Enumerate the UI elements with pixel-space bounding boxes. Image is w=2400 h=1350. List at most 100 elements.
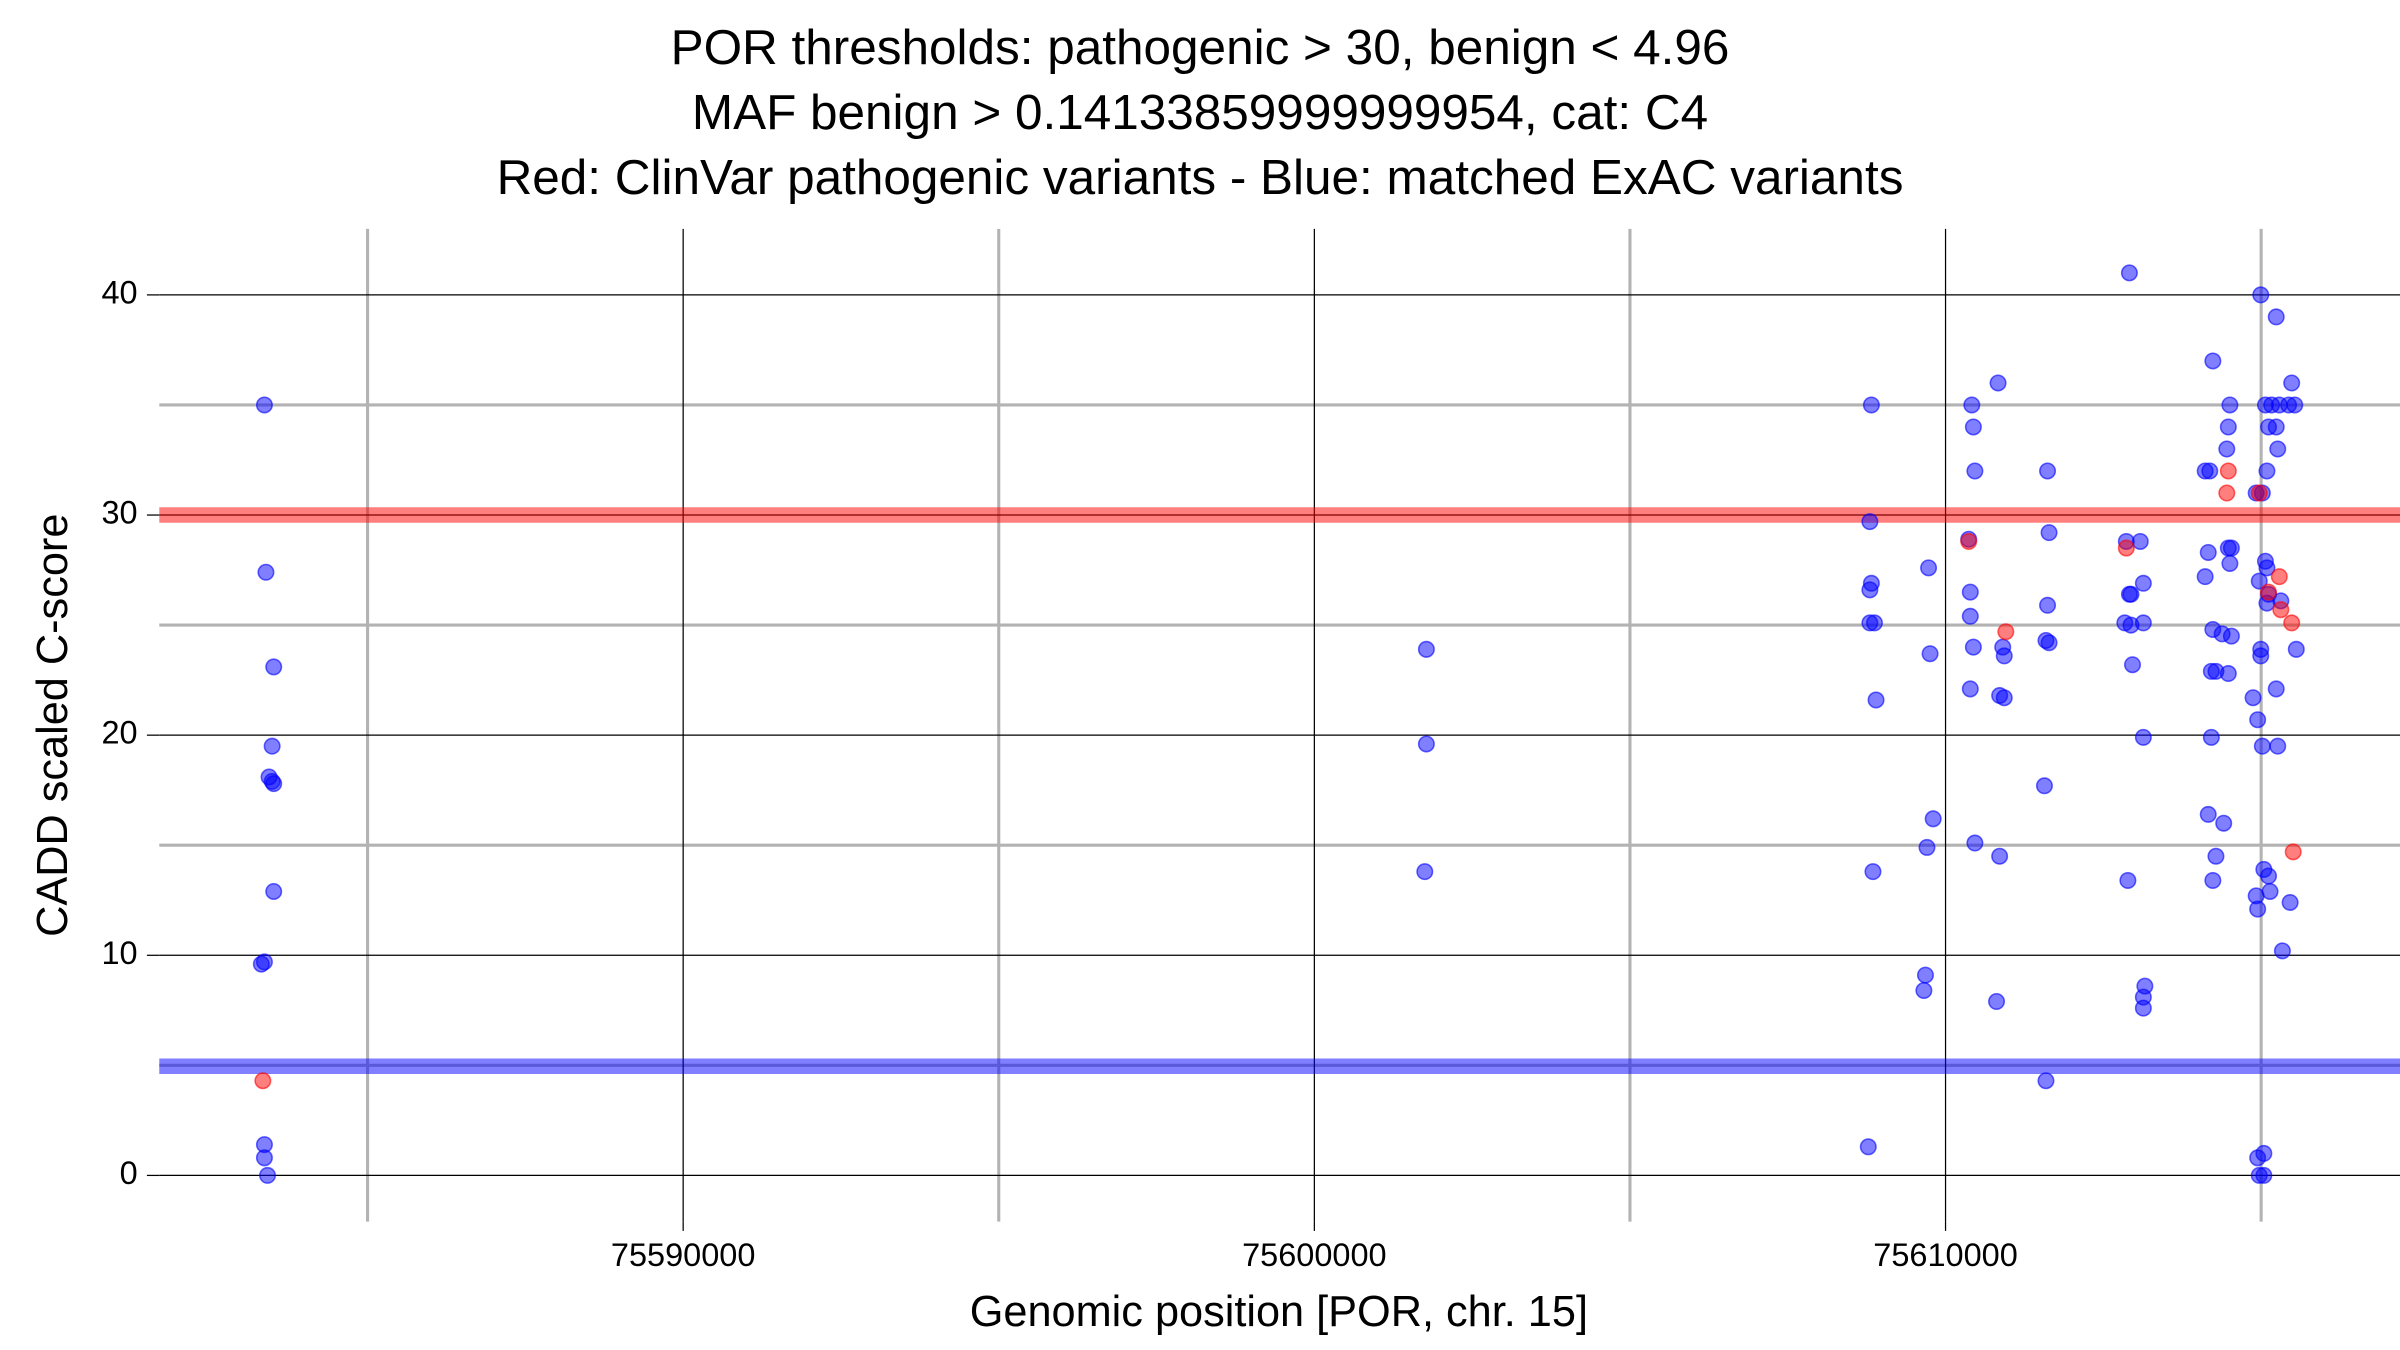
- point: [2267, 308, 2285, 326]
- point: [2218, 484, 2236, 502]
- point: [2252, 647, 2270, 665]
- y-tick-label: 0: [120, 1155, 138, 1191]
- x-axis-title: Genomic position [POR, chr. 15]: [970, 1288, 1588, 1336]
- point: [2255, 1166, 2273, 1184]
- point: [2134, 999, 2152, 1017]
- point: [1861, 581, 1879, 599]
- y-tick-label: 20: [102, 715, 138, 751]
- point: [2037, 1072, 2055, 1090]
- point: [2244, 689, 2262, 707]
- point: [2222, 627, 2240, 645]
- point: [2221, 554, 2239, 572]
- point: [2286, 396, 2304, 414]
- point: [2219, 462, 2237, 480]
- point: [2267, 418, 2285, 436]
- point: [2255, 1144, 2273, 1162]
- point: [1916, 966, 1934, 984]
- point: [1417, 735, 1435, 753]
- point: [2272, 601, 2290, 619]
- point: [1861, 513, 1879, 531]
- point: [2283, 374, 2301, 392]
- x-tick-label: 75590000: [611, 1237, 755, 1273]
- point: [1915, 982, 1933, 1000]
- point: [1964, 418, 1982, 436]
- point: [1966, 462, 1984, 480]
- point: [1864, 863, 1882, 881]
- point: [2204, 871, 2222, 889]
- point: [1963, 396, 1981, 414]
- point: [1416, 863, 1434, 881]
- point: [1859, 1138, 1877, 1156]
- point: [252, 955, 270, 973]
- point: [2120, 585, 2138, 603]
- point: [1924, 810, 1942, 828]
- y-tick-label: 10: [102, 935, 138, 971]
- point: [2134, 728, 2152, 746]
- point: [2207, 847, 2225, 865]
- point: [2219, 418, 2237, 436]
- point: [2196, 568, 2214, 586]
- point: [2250, 572, 2268, 590]
- point: [2253, 737, 2271, 755]
- point: [1867, 691, 1885, 709]
- point: [2222, 539, 2240, 557]
- point: [2218, 440, 2236, 458]
- y-tick-label: 40: [102, 274, 138, 310]
- chart-title: POR thresholds: pathogenic > 30, benign …: [671, 20, 1730, 75]
- point: [263, 737, 281, 755]
- point: [1964, 638, 1982, 656]
- point: [255, 396, 273, 414]
- point: [1862, 396, 1880, 414]
- point: [2199, 805, 2217, 823]
- point: [2273, 942, 2291, 960]
- point: [2249, 711, 2267, 729]
- point: [265, 658, 283, 676]
- point: [1961, 607, 1979, 625]
- point: [2201, 462, 2219, 480]
- point: [1961, 680, 1979, 698]
- point: [1961, 583, 1979, 601]
- point: [2258, 462, 2276, 480]
- point: [259, 1166, 277, 1184]
- point: [1989, 374, 2007, 392]
- point: [2250, 484, 2268, 502]
- point: [2284, 843, 2302, 861]
- point: [2215, 814, 2233, 832]
- point: [2260, 583, 2278, 601]
- point: [2123, 656, 2142, 674]
- point: [2270, 568, 2288, 586]
- point: [2202, 728, 2220, 746]
- point: [2267, 680, 2285, 698]
- point: [1995, 689, 2013, 707]
- point: [2134, 614, 2152, 632]
- point: [2283, 614, 2301, 632]
- point: [2120, 264, 2138, 282]
- point: [1417, 640, 1435, 658]
- point: [1988, 993, 2006, 1011]
- point: [255, 1149, 273, 1167]
- point: [2260, 867, 2278, 885]
- chart-title: MAF benign > 0.14133859999999954, cat: C…: [692, 85, 1708, 140]
- point: [2040, 634, 2058, 652]
- point: [2269, 440, 2287, 458]
- point: [2219, 665, 2237, 683]
- point: [2258, 559, 2276, 577]
- point: [1997, 623, 2015, 641]
- point: [2035, 777, 2053, 795]
- point: [1995, 647, 2013, 665]
- point: [265, 882, 283, 900]
- point: [1865, 614, 1883, 632]
- chart-title: Red: ClinVar pathogenic variants - Blue:…: [497, 150, 1904, 205]
- point: [1966, 834, 1984, 852]
- point: [1918, 838, 1936, 856]
- point: [2204, 352, 2222, 370]
- point: [2249, 900, 2267, 918]
- point: [2287, 640, 2305, 658]
- y-axis-title: CADD scaled C-score: [29, 514, 77, 937]
- point: [2221, 396, 2239, 414]
- point: [2039, 462, 2057, 480]
- point: [2117, 539, 2135, 557]
- point: [257, 563, 275, 581]
- y-tick-label: 30: [102, 495, 138, 531]
